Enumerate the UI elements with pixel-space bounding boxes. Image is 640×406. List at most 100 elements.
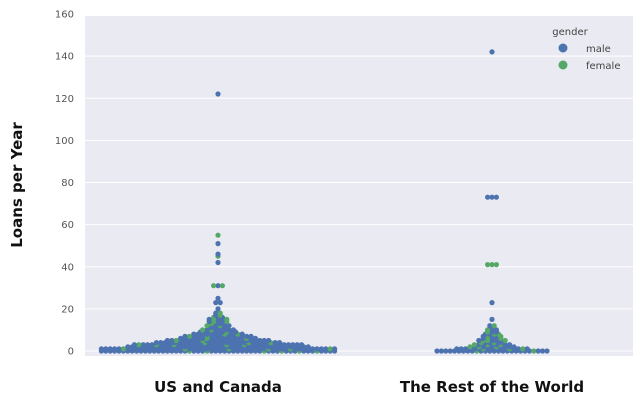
point-male bbox=[164, 337, 170, 344]
point-male bbox=[215, 283, 221, 289]
legend-marker-female bbox=[558, 60, 568, 70]
point-male bbox=[215, 251, 221, 257]
point-male bbox=[443, 348, 449, 354]
point-female bbox=[186, 333, 192, 339]
point-male bbox=[332, 346, 338, 352]
point-male bbox=[215, 241, 221, 247]
y-axis-label: Loans per Year bbox=[8, 122, 26, 248]
point-female bbox=[211, 283, 217, 289]
point-female bbox=[531, 348, 537, 354]
point-female bbox=[502, 337, 508, 344]
point-male bbox=[149, 342, 155, 348]
point-female bbox=[491, 323, 497, 329]
data-points bbox=[98, 49, 550, 354]
point-male bbox=[489, 49, 495, 55]
point-male bbox=[153, 340, 159, 346]
point-male bbox=[213, 300, 219, 306]
y-tick-label: 120 bbox=[55, 94, 74, 105]
point-female bbox=[120, 346, 126, 352]
point-male bbox=[434, 348, 440, 354]
point-male bbox=[305, 344, 311, 350]
point-male bbox=[540, 348, 546, 354]
point-male bbox=[178, 335, 184, 341]
point-male bbox=[248, 333, 254, 339]
point-male bbox=[524, 346, 530, 352]
point-male bbox=[476, 337, 482, 344]
point-male bbox=[544, 348, 550, 354]
point-male bbox=[489, 300, 495, 306]
point-male bbox=[277, 340, 283, 346]
legend-marker-male bbox=[558, 43, 568, 53]
point-male bbox=[145, 342, 151, 348]
y-gridlines bbox=[85, 13, 633, 352]
point-male bbox=[323, 346, 329, 352]
y-tick-label: 0 bbox=[68, 347, 74, 358]
point-male bbox=[239, 331, 245, 337]
point-male bbox=[206, 316, 212, 322]
point-male bbox=[215, 295, 221, 301]
point-female bbox=[493, 262, 499, 268]
point-male bbox=[511, 344, 517, 350]
legend-title: gender bbox=[552, 27, 588, 38]
point-male bbox=[230, 327, 236, 333]
x-category-label: The Rest of the World bbox=[400, 378, 584, 396]
point-male bbox=[272, 340, 278, 346]
point-female bbox=[173, 337, 179, 344]
point-female bbox=[217, 310, 223, 316]
y-tick-label: 80 bbox=[61, 178, 74, 189]
plot-background bbox=[85, 16, 633, 356]
point-male bbox=[112, 346, 118, 352]
point-female bbox=[489, 262, 495, 268]
point-male bbox=[487, 323, 493, 329]
point-male bbox=[290, 342, 296, 348]
point-male bbox=[493, 194, 499, 200]
point-male bbox=[489, 194, 495, 200]
point-female bbox=[136, 342, 142, 348]
point-female bbox=[200, 327, 206, 333]
point-male bbox=[447, 348, 453, 354]
point-male bbox=[131, 342, 137, 348]
point-male bbox=[310, 346, 316, 352]
point-male bbox=[438, 348, 444, 354]
point-male bbox=[318, 346, 324, 352]
point-male bbox=[458, 346, 464, 352]
point-male bbox=[213, 310, 219, 316]
point-male bbox=[485, 194, 491, 200]
point-male bbox=[244, 333, 250, 339]
point-female bbox=[327, 346, 333, 352]
y-tick-label: 140 bbox=[55, 52, 74, 63]
point-female bbox=[471, 342, 477, 348]
point-male bbox=[191, 331, 197, 337]
y-tick-label: 160 bbox=[55, 10, 74, 21]
legend-label-female: female bbox=[586, 61, 620, 72]
y-tick-label: 40 bbox=[61, 262, 74, 273]
point-male bbox=[493, 327, 499, 333]
y-tick-label: 60 bbox=[61, 220, 74, 231]
point-male bbox=[314, 346, 320, 352]
point-male bbox=[294, 342, 300, 348]
x-category-labels: US and Canada The Rest of the World bbox=[154, 378, 584, 396]
point-male bbox=[107, 346, 113, 352]
point-male bbox=[103, 346, 109, 352]
point-male bbox=[281, 342, 287, 348]
legend: gender male female bbox=[552, 27, 620, 72]
point-male bbox=[217, 300, 223, 306]
point-female bbox=[485, 262, 491, 268]
point-male bbox=[158, 340, 164, 346]
point-male bbox=[226, 323, 232, 329]
point-male bbox=[535, 348, 541, 354]
point-male bbox=[507, 342, 513, 348]
point-male bbox=[169, 337, 175, 344]
point-male bbox=[266, 337, 272, 344]
point-male bbox=[125, 344, 131, 350]
point-male bbox=[140, 342, 146, 348]
point-male bbox=[257, 337, 263, 344]
point-male bbox=[299, 342, 305, 348]
point-male bbox=[463, 346, 469, 352]
x-category-label: US and Canada bbox=[154, 378, 282, 396]
point-female bbox=[485, 327, 491, 333]
point-female bbox=[204, 323, 210, 329]
point-female bbox=[215, 232, 221, 238]
point-male bbox=[116, 346, 122, 352]
